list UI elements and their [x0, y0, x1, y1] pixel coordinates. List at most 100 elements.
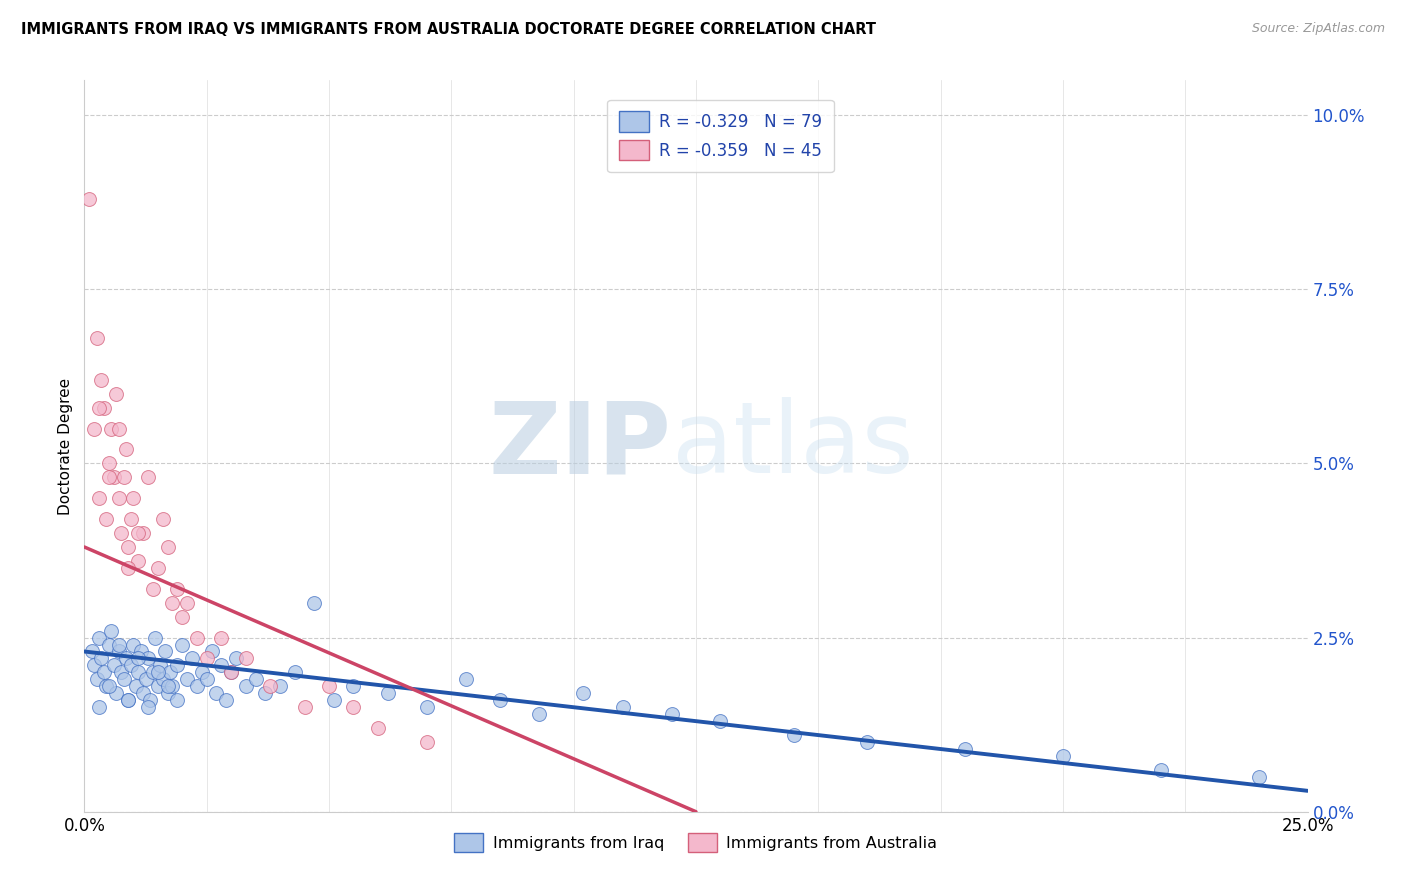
Point	[205, 686, 228, 700]
Point	[139, 693, 162, 707]
Point	[97, 679, 120, 693]
Text: IMMIGRANTS FROM IRAQ VS IMMIGRANTS FROM AUSTRALIA DOCTORATE DEGREE CORRELATION C: IMMIGRANTS FROM IRAQ VS IMMIGRANTS FROM …	[21, 22, 876, 37]
Legend: Immigrants from Iraq, Immigrants from Australia: Immigrants from Iraq, Immigrants from Au…	[449, 826, 943, 859]
Point	[1247, 770, 1270, 784]
Point	[107, 644, 129, 658]
Point	[77, 192, 100, 206]
Text: atlas: atlas	[672, 398, 912, 494]
Point	[136, 700, 159, 714]
Point	[97, 638, 120, 652]
Point	[153, 644, 176, 658]
Point	[93, 665, 115, 680]
Point	[152, 512, 174, 526]
Point	[87, 700, 110, 714]
Point	[186, 679, 208, 693]
Point	[96, 512, 118, 526]
Point	[143, 631, 166, 645]
Point	[269, 679, 291, 693]
Point	[318, 679, 340, 693]
Point	[1052, 749, 1074, 764]
Point	[122, 491, 145, 506]
Point	[162, 596, 184, 610]
Point	[254, 686, 277, 700]
Point	[149, 658, 172, 673]
Point	[162, 679, 184, 693]
Point	[342, 700, 364, 714]
Point	[572, 686, 595, 700]
Point	[195, 673, 218, 687]
Point	[100, 421, 122, 435]
Point	[87, 491, 110, 506]
Point	[146, 665, 169, 680]
Point	[342, 679, 364, 693]
Point	[322, 693, 344, 707]
Point	[159, 665, 181, 680]
Point	[225, 651, 247, 665]
Point	[110, 526, 132, 541]
Point	[146, 679, 169, 693]
Point	[117, 561, 139, 575]
Point	[90, 373, 112, 387]
Point	[107, 491, 129, 506]
Point	[97, 470, 120, 484]
Point	[1150, 763, 1173, 777]
Point	[142, 582, 165, 596]
Point	[367, 721, 389, 735]
Point	[87, 401, 110, 415]
Point	[195, 651, 218, 665]
Point	[156, 540, 179, 554]
Point	[176, 596, 198, 610]
Point	[612, 700, 634, 714]
Point	[209, 658, 232, 673]
Point	[304, 596, 326, 610]
Point	[117, 693, 139, 707]
Point	[136, 651, 159, 665]
Y-axis label: Doctorate Degree: Doctorate Degree	[58, 377, 73, 515]
Point	[294, 700, 316, 714]
Point	[132, 686, 155, 700]
Point	[215, 693, 238, 707]
Point	[103, 470, 125, 484]
Point	[156, 686, 179, 700]
Point	[127, 526, 149, 541]
Point	[86, 331, 108, 345]
Point	[112, 673, 135, 687]
Point	[156, 679, 179, 693]
Point	[191, 665, 214, 680]
Point	[146, 561, 169, 575]
Point	[107, 638, 129, 652]
Point	[117, 693, 139, 707]
Point	[709, 714, 731, 728]
Point	[953, 742, 976, 756]
Point	[110, 665, 132, 680]
Point	[166, 658, 188, 673]
Point	[115, 442, 138, 457]
Point	[117, 540, 139, 554]
Point	[416, 700, 439, 714]
Point	[489, 693, 512, 707]
Point	[83, 658, 105, 673]
Point	[856, 735, 879, 749]
Point	[181, 651, 204, 665]
Point	[103, 658, 125, 673]
Text: Source: ZipAtlas.com: Source: ZipAtlas.com	[1251, 22, 1385, 36]
Point	[219, 665, 242, 680]
Point	[200, 644, 222, 658]
Point	[529, 707, 551, 722]
Point	[107, 421, 129, 435]
Point	[166, 693, 188, 707]
Point	[284, 665, 307, 680]
Point	[105, 386, 128, 401]
Point	[152, 673, 174, 687]
Point	[90, 651, 112, 665]
Point	[96, 679, 118, 693]
Point	[136, 470, 159, 484]
Point	[235, 651, 257, 665]
Point	[127, 554, 149, 568]
Point	[132, 526, 155, 541]
Point	[129, 644, 152, 658]
Point	[172, 609, 194, 624]
Point	[93, 401, 115, 415]
Point	[87, 631, 110, 645]
Point	[80, 644, 103, 658]
